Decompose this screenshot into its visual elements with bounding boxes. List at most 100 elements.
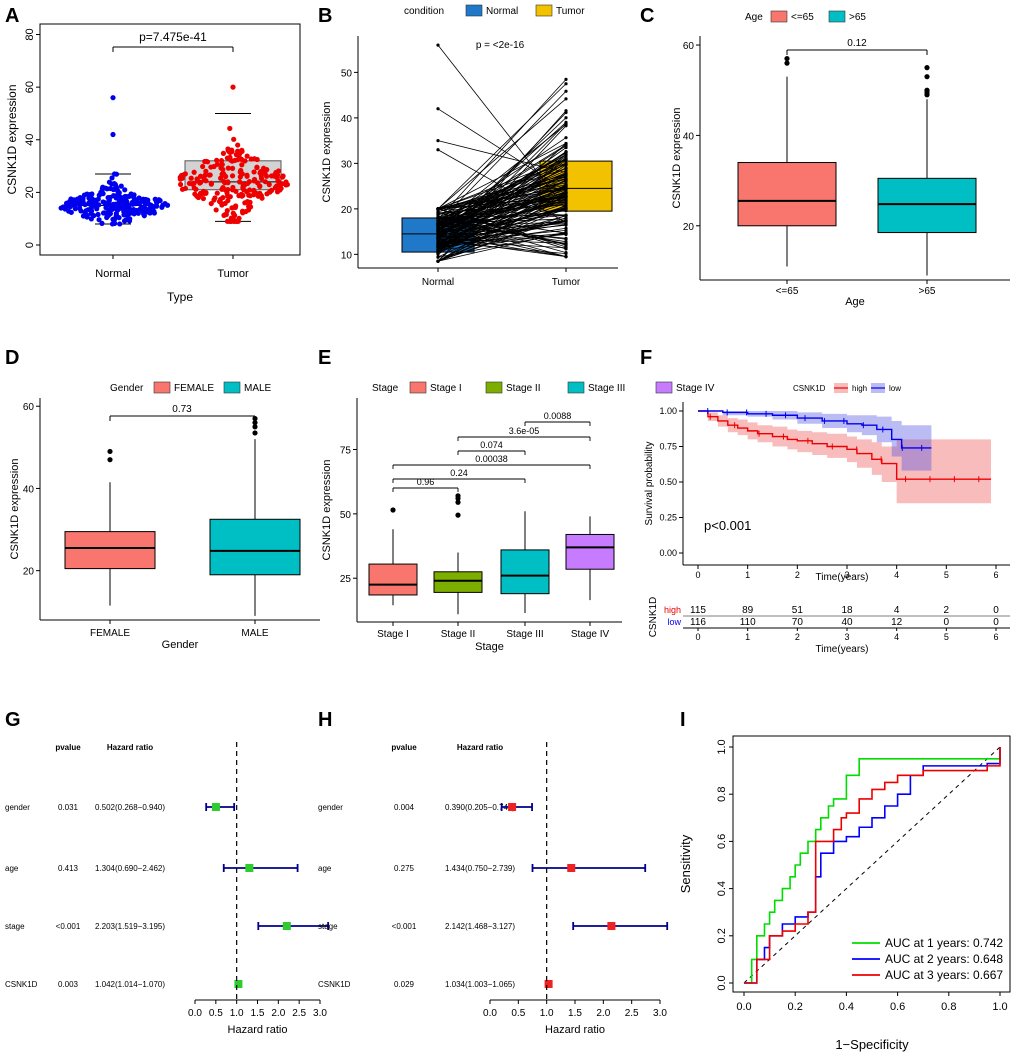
data-point: [436, 238, 440, 242]
pvalue-text: 0.003: [58, 980, 79, 989]
data-point: [244, 199, 251, 205]
x-tick-label: Stage IV: [571, 629, 610, 640]
y-tick-label: 25: [340, 574, 352, 585]
pair-line: [437, 189, 567, 232]
x-tick-label: 2.0: [271, 1008, 285, 1019]
data-point: [88, 208, 95, 214]
data-point: [564, 150, 568, 154]
y-tick-label: 40: [24, 134, 36, 146]
data-point: [229, 205, 235, 211]
data-point: [228, 157, 234, 163]
legend-swatch: [655, 381, 673, 394]
data-point: [194, 176, 200, 182]
p-value-label: p = <2e-16: [476, 40, 525, 51]
x-tick-label: Stage I: [377, 629, 409, 640]
roc-curve: [744, 747, 1001, 984]
legend-label: AUC at 2 years: 0.648: [885, 952, 1003, 966]
row-label: age: [5, 864, 19, 873]
risk-table-title: CSNK1D: [648, 597, 659, 638]
data-point: [280, 173, 286, 179]
legend-label: high: [852, 384, 867, 393]
data-point: [263, 173, 270, 179]
data-point: [564, 152, 568, 157]
data-point: [239, 162, 245, 168]
pair-line: [437, 140, 567, 173]
box: [209, 518, 301, 576]
data-point: [436, 43, 440, 47]
data-point: [100, 199, 106, 205]
x-tick-label: FEMALE: [90, 628, 130, 639]
y-tick-label: 0.0: [716, 975, 728, 990]
column-header: Hazard ratio: [457, 743, 503, 752]
hr-marker: [508, 803, 517, 811]
x-tick-label: 2.5: [625, 1008, 639, 1019]
legend-swatch: [223, 381, 241, 394]
data-point: [103, 205, 109, 211]
data-point: [221, 178, 227, 184]
y-tick-label: 60: [683, 41, 695, 52]
x-tick-label: 3: [844, 632, 849, 642]
p-value-label: p=7.475e-41: [139, 30, 207, 44]
comparison-label: 3.6e-05: [509, 426, 540, 436]
data-point: [116, 190, 122, 196]
data-point: [194, 193, 200, 199]
data-point: [164, 202, 171, 208]
x-tick-label: Normal: [95, 268, 130, 280]
hr-marker: [234, 980, 243, 988]
legend-label: Stage IV: [676, 383, 715, 394]
x-tick-label: 1.0: [540, 1008, 554, 1019]
x-tick-label: 1.0: [230, 1008, 244, 1019]
data-point: [206, 172, 212, 178]
x-axis-title: Type: [167, 290, 193, 304]
y-axis-title: Survival probability: [644, 442, 655, 526]
box: [565, 533, 615, 570]
x-axis-title: Hazard ratio: [228, 1024, 288, 1036]
panel-label-B: B: [318, 5, 332, 27]
legend-label: low: [889, 384, 901, 393]
data-point: [99, 220, 105, 226]
x-tick-label: 1.0: [992, 1001, 1007, 1013]
data-point: [564, 250, 568, 255]
panel-label-H: H: [318, 709, 332, 731]
data-point: [113, 184, 119, 190]
x-tick-label: Normal: [422, 277, 454, 288]
data-point: [191, 169, 197, 175]
data-point: [236, 179, 243, 185]
data-point: [564, 195, 568, 199]
pair-line: [437, 151, 567, 237]
data-point: [237, 169, 243, 175]
data-point: [58, 205, 64, 211]
hr-marker: [211, 803, 220, 811]
pair-line: [437, 232, 567, 258]
pair-line: [437, 145, 567, 228]
legend-label: >65: [849, 12, 866, 23]
data-point: [436, 223, 440, 227]
pair-line: [437, 234, 567, 258]
outlier-point: [252, 430, 258, 436]
x-axis-title: Time(years): [816, 644, 869, 655]
data-point: [137, 200, 143, 206]
data-point: [257, 183, 263, 190]
data-point: [436, 245, 440, 250]
legend-swatch: [485, 381, 503, 394]
x-tick-label: 3.0: [313, 1008, 327, 1019]
x-tick-label: 2.0: [596, 1008, 610, 1019]
data-point: [564, 255, 568, 259]
data-point: [110, 131, 116, 138]
pair-line: [437, 208, 567, 250]
x-tick-label: 0.5: [511, 1008, 525, 1019]
data-point: [241, 182, 248, 188]
data-point: [118, 197, 124, 204]
data-point: [95, 196, 101, 202]
column-header: Hazard ratio: [107, 743, 153, 752]
data-point: [242, 158, 248, 164]
box: [877, 177, 977, 234]
data-point: [257, 190, 263, 196]
outlier-point: [390, 507, 396, 513]
panel-A: 0 20 40 60 80 Normal Tumor Type CSNK1D expressio…: [5, 23, 301, 304]
legend-swatch: [409, 381, 427, 394]
risk-count: 0: [993, 617, 999, 628]
panel-label-I: I: [680, 709, 686, 731]
legend: condition Normal Tumor: [404, 4, 585, 17]
pair-line: [437, 83, 567, 210]
